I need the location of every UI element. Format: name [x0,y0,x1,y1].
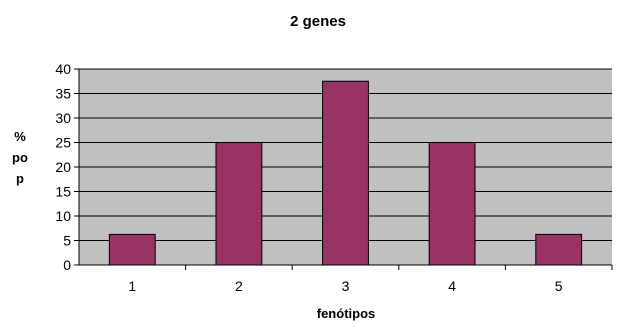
y-tick-label: 10 [55,208,71,224]
y-axis-label-line-2: po [12,150,28,165]
y-tick-label: 20 [55,159,71,175]
bar [215,142,263,266]
bar [322,80,369,266]
bar [428,142,476,266]
y-tick-label: 30 [55,110,71,126]
x-tick-label: 2 [235,278,243,294]
y-tick-label: 15 [55,184,71,200]
y-tick-label: 35 [55,86,71,102]
x-axis-label: fenótipos [317,306,376,321]
x-tick-labels: 1 2 3 4 5 [128,278,562,294]
y-tick-label: 0 [63,257,71,273]
x-tick-label: 4 [448,278,456,294]
bar [108,233,156,266]
y-tick-labels: 0 5 10 15 20 25 30 35 40 [55,61,71,273]
y-axis-label-line-1: % [14,129,26,144]
y-tick-label: 40 [55,61,71,77]
y-tick-label: 5 [63,233,71,249]
chart-title: 2 genes [290,13,346,30]
bar [535,233,583,266]
y-axis-label-line-3: p [16,171,24,186]
x-tick-label: 3 [342,278,350,294]
x-tick-label: 5 [555,278,563,294]
axes [78,69,612,266]
y-axis-label: % po p [12,129,28,186]
x-tick-label: 1 [128,278,136,294]
y-tick-label: 25 [55,135,71,151]
